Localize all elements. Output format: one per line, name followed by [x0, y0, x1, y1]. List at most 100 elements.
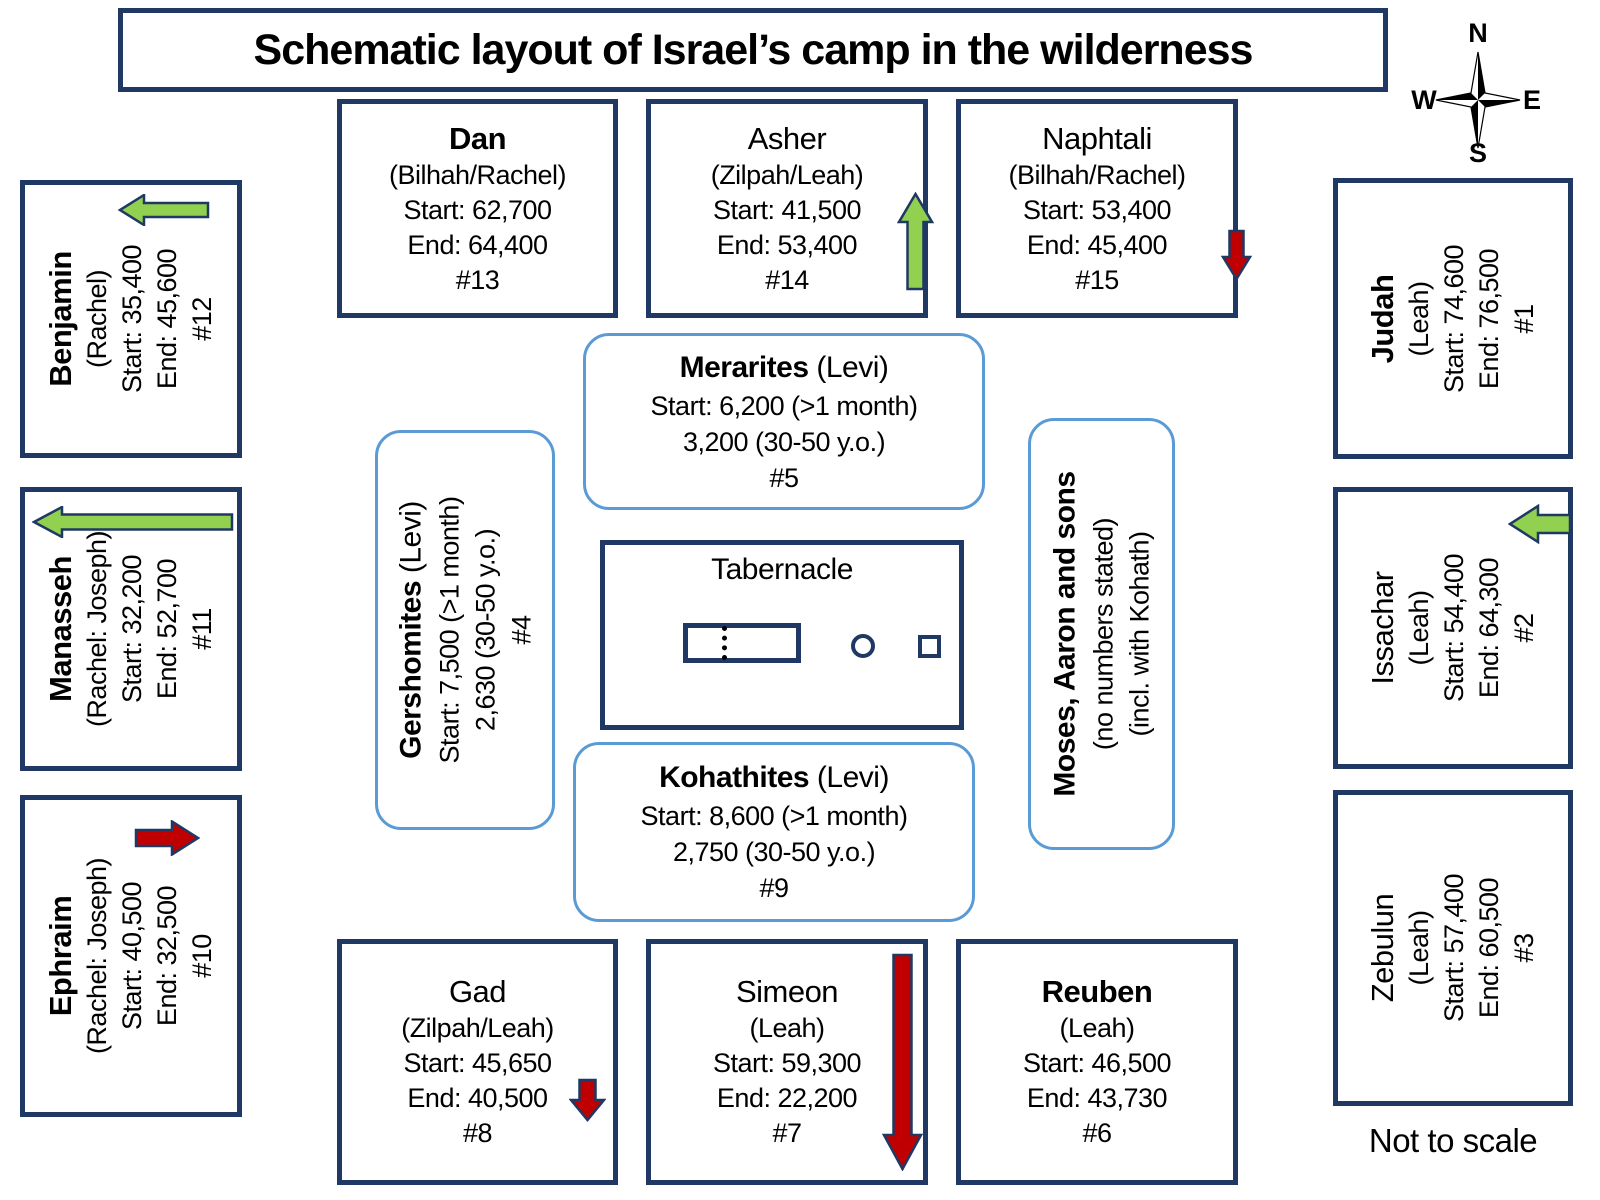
- levite-count: 2,630 (30-50 y.o.): [470, 528, 500, 732]
- tribe-name: Zebulun: [1364, 893, 1400, 1003]
- tabernacle-label: Tabernacle: [711, 553, 853, 586]
- tribe-box-dan: Dan (Bilhah/Rachel) Start: 62,700 End: 6…: [337, 99, 618, 318]
- levite-box-kohathites: Kohathites (Levi) Start: 8,600 (>1 month…: [573, 742, 975, 922]
- levite-order: #9: [759, 873, 789, 903]
- tribe-mother: (Leah): [1403, 590, 1434, 666]
- tribe-name: Ephraim: [42, 895, 78, 1017]
- compass-east-label: E: [1523, 85, 1541, 115]
- tribe-start: Start: 62,700: [403, 194, 552, 225]
- tribe-end: End: 32,500: [151, 885, 182, 1027]
- tribe-start: Start: 40,500: [116, 881, 147, 1031]
- tribe-name: Issachar: [1364, 571, 1400, 685]
- tribe-mother: (Leah): [1403, 910, 1434, 986]
- gad-south-arrow-icon: [569, 1078, 606, 1122]
- tribe-mother: (Leah): [1059, 1013, 1135, 1043]
- levite-order: #4: [506, 615, 536, 645]
- levite-count: 2,750 (30-50 y.o.): [672, 837, 876, 867]
- tribe-end: End: 64,300: [1473, 557, 1504, 699]
- tribe-end: End: 53,400: [716, 229, 858, 260]
- compass-north-label: N: [1468, 18, 1488, 48]
- tabernacle-altar-icon: [918, 635, 941, 658]
- tribe-box-naphtali: Naphtali (Bilhah/Rachel) Start: 53,400 E…: [956, 99, 1238, 318]
- tribe-start: Start: 53,400: [1022, 194, 1172, 225]
- tabernacle-structure-icon: [683, 623, 801, 663]
- levite-start: Start: 7,500 (>1 month): [434, 496, 464, 764]
- tribe-order: #12: [186, 297, 217, 341]
- tribe-order: #10: [186, 934, 217, 978]
- tribe-end: End: 45,400: [1026, 229, 1168, 260]
- tribe-start: Start: 57,400: [1438, 873, 1469, 1023]
- tribe-end: End: 64,400: [407, 229, 548, 260]
- tabernacle-laver-icon: [851, 634, 875, 658]
- tribe-order: #8: [462, 1118, 493, 1148]
- tribe-order: #7: [772, 1118, 802, 1148]
- levite-box-moses-aaron: Moses, Aaron and sons (no numbers stated…: [1028, 418, 1175, 850]
- tribe-mother: (Rachel): [81, 269, 112, 369]
- compass-south-label: S: [1469, 138, 1487, 164]
- tribe-end: End: 45,600: [151, 248, 182, 390]
- asher-north-arrow-icon: [897, 192, 934, 291]
- tribe-mother: (Bilhah/Rachel): [388, 159, 567, 190]
- tribe-order: #2: [1508, 613, 1539, 643]
- tribe-name: Judah: [1364, 274, 1400, 363]
- issachar-west-arrow-icon: [1508, 504, 1572, 544]
- tribe-name: Naphtali: [1042, 120, 1152, 156]
- ephraim-east-arrow-icon: [134, 820, 200, 856]
- tribe-name: Gad: [448, 974, 507, 1009]
- levite-order: #5: [769, 462, 799, 493]
- tribe-order: #15: [1075, 264, 1119, 295]
- tabernacle-box: Tabernacle: [600, 540, 964, 730]
- levite-start: Start: 8,600 (>1 month): [640, 801, 908, 831]
- manasseh-west-arrow-icon: [32, 506, 234, 538]
- tribe-end: End: 22,200: [716, 1083, 858, 1113]
- tribe-box-asher: Asher (Zilpah/Leah) Start: 41,500 End: 5…: [646, 99, 928, 318]
- tribe-order: #3: [1508, 933, 1539, 963]
- levite-name: Gershomites (Levi): [394, 501, 427, 759]
- levite-box-gershomites: Gershomites (Levi) Start: 7,500 (>1 mont…: [375, 430, 555, 830]
- tribe-box-zebulun: Zebulun (Leah) Start: 57,400 End: 60,500…: [1333, 790, 1573, 1106]
- tribe-mother: (Zilpah/Leah): [401, 1013, 554, 1043]
- tribe-start: Start: 46,500: [1022, 1048, 1172, 1078]
- tribe-box-simeon: Simeon (Leah) Start: 59,300 End: 22,200 …: [646, 939, 928, 1185]
- tribe-box-gad: Gad (Zilpah/Leah) Start: 45,650 End: 40,…: [337, 939, 618, 1185]
- tribe-end: End: 60,500: [1473, 877, 1504, 1019]
- tribe-end: End: 76,500: [1473, 248, 1504, 389]
- tribe-order: #1: [1508, 303, 1539, 334]
- levite-box-merarites: Merarites (Levi) Start: 6,200 (>1 month)…: [583, 333, 985, 510]
- tribe-mother: (Bilhah/Rachel): [1008, 159, 1186, 190]
- tribe-name: Simeon: [735, 974, 839, 1009]
- benjamin-west-arrow-icon: [118, 194, 210, 226]
- tribe-name: Benjamin: [42, 251, 78, 387]
- compass-west-label: W: [1411, 85, 1437, 115]
- tribe-box-benjamin: Benjamin (Rachel) Start: 35,400 End: 45,…: [20, 180, 242, 458]
- tribe-box-judah: Judah (Leah) Start: 74,600 End: 76,500 #…: [1333, 178, 1573, 459]
- tribe-start: Start: 32,200: [116, 554, 147, 704]
- tabernacle-veil-dotted-line: [722, 626, 727, 660]
- levite-note-1: (no numbers stated): [1088, 517, 1119, 751]
- tribe-mother: (Leah): [749, 1013, 825, 1043]
- not-to-scale-note: Not to scale: [1368, 1122, 1538, 1159]
- tribe-order: #6: [1082, 1118, 1112, 1148]
- title-box: Schematic layout of Israel’s camp in the…: [118, 8, 1388, 92]
- tribe-name: Reuben: [1041, 974, 1153, 1009]
- tribe-mother: (Rachel: Joseph): [81, 857, 112, 1055]
- tribe-name: Asher: [747, 120, 827, 156]
- levite-start: Start: 6,200 (>1 month): [650, 390, 918, 421]
- tribe-order: #13: [455, 264, 500, 295]
- levite-count: 3,200 (30-50 y.o.): [682, 426, 886, 457]
- simeon-south-arrow-icon: [882, 953, 923, 1171]
- naphtali-south-arrow-icon: [1221, 229, 1252, 281]
- tribe-start: Start: 74,600: [1438, 244, 1469, 393]
- page-title: Schematic layout of Israel’s camp in the…: [253, 25, 1254, 74]
- tribe-end: End: 40,500: [407, 1083, 548, 1113]
- compass-rose-icon: N S W E: [1411, 18, 1541, 164]
- tribe-end: End: 52,700: [151, 558, 182, 700]
- levite-name: Moses, Aaron and sons: [1048, 471, 1082, 797]
- tribe-box-ephraim: Ephraim (Rachel: Joseph) Start: 40,500 E…: [20, 795, 242, 1117]
- tribe-start: Start: 41,500: [712, 194, 862, 225]
- tribe-start: Start: 35,400: [116, 244, 147, 394]
- tribe-mother: (Rachel: Joseph): [81, 530, 112, 728]
- levite-name: Kohathites (Levi): [659, 761, 889, 794]
- levite-name: Merarites (Levi): [679, 350, 889, 384]
